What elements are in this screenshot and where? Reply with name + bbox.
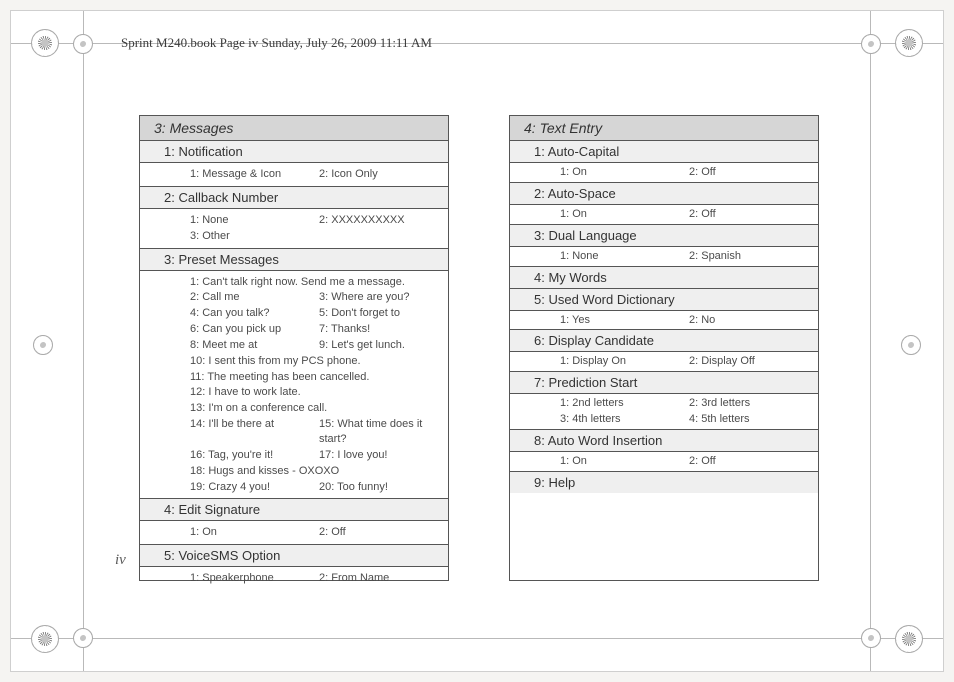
cell: 20: Too funny!	[319, 480, 442, 495]
cell: 10: I sent this from my PCS phone.	[190, 354, 442, 369]
row-title: 8: Auto Word Insertion	[510, 429, 818, 451]
cell: 13: I'm on a conference call.	[190, 401, 442, 416]
cell: 7: Thanks!	[319, 322, 442, 337]
row-title: 5: Used Word Dictionary	[510, 288, 818, 310]
row-sub: 1: On 2: Off	[140, 520, 448, 544]
row-title: 9: Help	[510, 471, 818, 493]
content-columns: 3: Messages 1: Notification 1: Message &…	[139, 115, 835, 581]
cell: 14: I'll be there at	[190, 417, 313, 447]
row-sub: 1: Yes 2: No	[510, 310, 818, 330]
crop-line-left	[83, 11, 84, 671]
cell: 2: 3rd letters	[689, 396, 812, 411]
cell: 2: Spanish	[689, 249, 812, 264]
reg-mark-icon	[31, 29, 59, 57]
row-title: 1: Notification	[140, 140, 448, 162]
cell: 2: Off	[689, 454, 812, 469]
cell: 5: Don't forget to	[319, 306, 442, 321]
row-title: 4: My Words	[510, 266, 818, 288]
cell: 1: On	[560, 165, 683, 180]
crop-line-bottom	[11, 638, 943, 639]
row-title: 3: Preset Messages	[140, 248, 448, 270]
cell: 1: None	[560, 249, 683, 264]
reg-mark-icon	[861, 628, 881, 648]
section-title: 3: Messages	[140, 116, 448, 140]
cell: 4: 5th letters	[689, 412, 812, 427]
page-number: iv	[115, 552, 126, 569]
cell: 1: Speakerphone	[190, 571, 313, 586]
row-sub: 1: Display On 2: Display Off	[510, 351, 818, 371]
section-title: 4: Text Entry	[510, 116, 818, 140]
reg-mark-icon	[895, 625, 923, 653]
cell: 15: What time does it start?	[319, 417, 442, 447]
cell: 2: Icon Only	[319, 167, 442, 182]
cell: 1: On	[190, 525, 313, 540]
row-title: 2: Callback Number	[140, 186, 448, 208]
row-sub: 1: On 2: Off	[510, 204, 818, 224]
cell: 1: Yes	[560, 313, 683, 328]
column-text-entry: 4: Text Entry 1: Auto-Capital 1: On 2: O…	[509, 115, 819, 581]
cell: 3: Other	[190, 229, 313, 244]
cell: 2: Off	[319, 525, 442, 540]
cell: 2: No	[689, 313, 812, 328]
column-messages: 3: Messages 1: Notification 1: Message &…	[139, 115, 449, 581]
row-sub: 1: Message & Icon 2: Icon Only	[140, 162, 448, 186]
cell: 9: Let's get lunch.	[319, 338, 442, 353]
row-sub-preset: 1: Can't talk right now. Send me a messa…	[140, 270, 448, 499]
cell: 2: XXXXXXXXXX	[319, 213, 442, 228]
cell: 4: Can you talk?	[190, 306, 313, 321]
cell: 11: The meeting has been cancelled.	[190, 370, 442, 385]
cell: 2: Off	[689, 207, 812, 222]
row-title: 4: Edit Signature	[140, 498, 448, 520]
reg-mark-icon	[73, 34, 93, 54]
row-sub: 1: On 2: Off	[510, 162, 818, 182]
cell: 1: On	[560, 454, 683, 469]
row-title: 5: VoiceSMS Option	[140, 544, 448, 566]
cell: 2: From Name	[319, 571, 442, 586]
reg-mark-icon	[895, 29, 923, 57]
cell: 16: Tag, you're it!	[190, 448, 313, 463]
cell: 17: I love you!	[319, 448, 442, 463]
row-sub: 1: On 2: Off	[510, 451, 818, 471]
cell: 1: None	[190, 213, 313, 228]
reg-mark-icon	[31, 625, 59, 653]
row-title: 2: Auto-Space	[510, 182, 818, 204]
cell: 19: Crazy 4 you!	[190, 480, 313, 495]
row-title: 6: Display Candidate	[510, 329, 818, 351]
page: Sprint M240.book Page iv Sunday, July 26…	[10, 10, 944, 672]
header-crop-text: Sprint M240.book Page iv Sunday, July 26…	[121, 35, 432, 51]
crop-line-right	[870, 11, 871, 671]
cell: 3: Where are you?	[319, 290, 442, 305]
row-sub: 1: Speakerphone 2: From Name	[140, 566, 448, 590]
reg-mark-icon	[901, 335, 921, 355]
cell: 2: Off	[689, 165, 812, 180]
cell: 2: Call me	[190, 290, 313, 305]
reg-mark-icon	[33, 335, 53, 355]
cell: 18: Hugs and kisses - OXOXO	[190, 464, 442, 479]
row-title: 3: Dual Language	[510, 224, 818, 246]
cell: 1: 2nd letters	[560, 396, 683, 411]
cell: 3: 4th letters	[560, 412, 683, 427]
cell: 12: I have to work late.	[190, 385, 442, 400]
cell: 1: On	[560, 207, 683, 222]
row-title: 7: Prediction Start	[510, 371, 818, 393]
cell	[319, 229, 442, 244]
row-sub: 1: 2nd letters 2: 3rd letters 3: 4th let…	[510, 393, 818, 429]
cell: 8: Meet me at	[190, 338, 313, 353]
row-sub: 1: None 2: Spanish	[510, 246, 818, 266]
row-sub: 1: None 2: XXXXXXXXXX 3: Other	[140, 208, 448, 248]
reg-mark-icon	[861, 34, 881, 54]
cell: 6: Can you pick up	[190, 322, 313, 337]
row-title: 1: Auto-Capital	[510, 140, 818, 162]
reg-mark-icon	[73, 628, 93, 648]
cell: 2: Display Off	[689, 354, 812, 369]
cell: 1: Can't talk right now. Send me a messa…	[190, 275, 442, 290]
cell: 1: Display On	[560, 354, 683, 369]
cell: 1: Message & Icon	[190, 167, 313, 182]
